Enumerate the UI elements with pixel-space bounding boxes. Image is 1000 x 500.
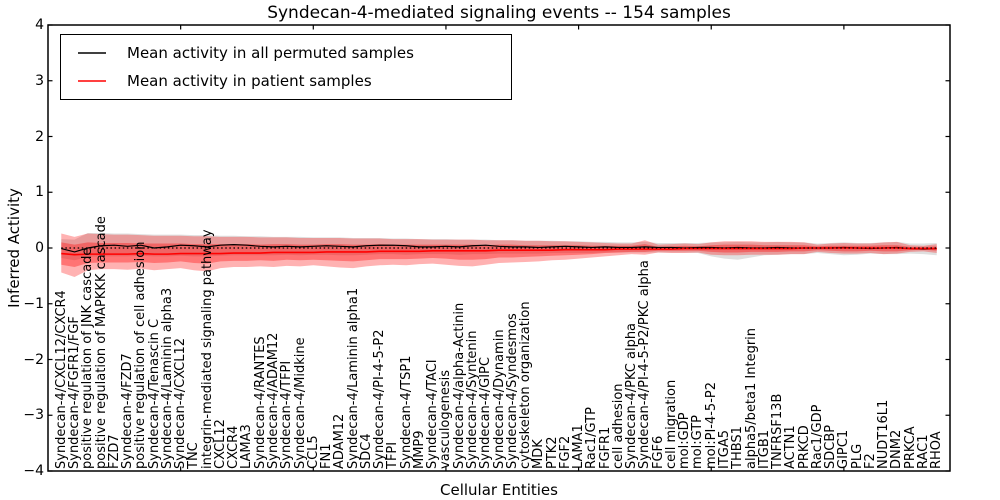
x-tick-label: positive regulation of cell adhesion: [133, 241, 149, 469]
x-tick-label: Syndecan-4/Laminin alpha1: [345, 287, 361, 469]
legend-line-patient-icon: [78, 80, 106, 82]
x-tick-label: Syndecan-4/Dynamin: [491, 329, 507, 469]
y-tick-label: 2: [35, 128, 44, 145]
x-tick-label: RHOA: [929, 431, 945, 469]
x-tick-label: FGF6: [650, 435, 666, 469]
y-tick-label: 1: [35, 184, 44, 201]
x-tick-label: positive regulation of MAPKKK cascade: [93, 216, 109, 469]
legend-label-patient: Mean activity in patient samples: [127, 72, 372, 90]
legend-entry-permuted: Mean activity in all permuted samples: [71, 39, 501, 67]
y-tick-label: −3: [23, 407, 44, 424]
y-tick-label: −1: [23, 295, 44, 312]
x-tick-label: TFPI: [385, 441, 401, 469]
x-tick-label: TNC: [186, 442, 202, 469]
x-tick-label: Syndecan-4/CXCL12/CXCR4: [53, 290, 69, 469]
x-tick-label: mol:GTP: [690, 415, 706, 469]
x-tick-label: SDC4: [358, 433, 374, 469]
x-tick-label: Syndecan-4/TSP1: [398, 355, 414, 469]
x-tick-label: Syndecan-4/RANTES: [252, 336, 268, 469]
x-tick-label: alpha5/beta1 Integrin: [743, 327, 759, 469]
x-tick-label: Syndecan-4/GIPC: [478, 357, 494, 469]
x-tick-label: integrin-mediated signaling pathway: [199, 229, 215, 469]
legend-label-permuted: Mean activity in all permuted samples: [127, 44, 414, 62]
series-line-0: [61, 244, 937, 253]
x-axis-label: Cellular Entities: [440, 481, 558, 499]
band-patient-samples-range-outer: [61, 233, 937, 277]
x-tick-label: DNM2: [889, 429, 905, 469]
band-patient-samples-range-inner: [61, 242, 937, 267]
x-tick-label: MDK: [531, 439, 547, 469]
x-tick-label: positive regulation of JNK cascade: [80, 247, 96, 469]
x-tick-label: FZD7: [106, 434, 122, 469]
x-tick-label: Syndecan-4/Syndesmos: [504, 313, 520, 469]
x-tick-label: PRKCA: [902, 426, 918, 469]
y-tick-label: 3: [35, 72, 44, 89]
y-tick-label: −4: [23, 463, 44, 479]
legend: Mean activity in all permuted samples Me…: [60, 34, 512, 100]
x-tick-label: FGFR1: [597, 426, 613, 469]
x-tick-label: ACTN1: [783, 425, 799, 469]
x-tick-label: mol:PI-4-5-P2: [703, 381, 719, 469]
x-tick-label: F2: [862, 453, 878, 469]
x-tick-label: Syndecan-4/TFPI: [279, 360, 295, 469]
x-tick-label: cell adhesion: [610, 383, 626, 469]
x-tick-label: THBS1: [730, 426, 746, 469]
y-tick-label: 0: [35, 240, 44, 256]
x-tick-label: PRKCD: [796, 425, 812, 469]
x-tick-label: FGF2: [557, 435, 573, 469]
x-tick-label: CXCL12: [212, 419, 228, 469]
y-tick-label: −2: [23, 351, 44, 368]
x-tick-label: Syndecan-4/PI-4-5-P2/PKC alpha: [637, 260, 653, 469]
x-tick-label: cell migration: [663, 379, 679, 469]
x-tick-label: Rac1/GDP: [809, 404, 825, 469]
x-tick-label: Syndecan-4/Midkine: [292, 337, 308, 469]
x-tick-label: LAMA3: [239, 424, 255, 469]
x-tick-label: ADAM12: [332, 413, 348, 469]
x-tick-label: PLG: [849, 443, 865, 469]
x-tick-label: GIPC1: [836, 429, 852, 469]
x-tick-label: vasculogenesis: [438, 369, 454, 469]
chart-title: Syndecan-4-mediated signaling events -- …: [267, 3, 731, 23]
legend-entry-patient: Mean activity in patient samples: [71, 67, 501, 95]
x-tick-label: Syndecan-4/Tenascin C: [146, 318, 162, 469]
x-tick-label: Syndecan-4/Laminin alpha3: [159, 287, 175, 469]
x-tick-label: Rac1/GTP: [584, 407, 600, 469]
series-line-1: [61, 247, 937, 256]
x-tick-label: Syndecan-4/alpha-Actinin: [451, 302, 467, 469]
x-tick-label: MMP9: [411, 430, 427, 469]
x-tick-label: CCL5: [305, 435, 321, 469]
band-permuted-samples-range: [61, 232, 937, 261]
x-tick-label: PTK2: [544, 436, 560, 469]
legend-line-permuted-icon: [78, 52, 106, 54]
x-tick-label: ITGB1: [756, 429, 772, 469]
y-tick-label: 4: [35, 17, 44, 33]
